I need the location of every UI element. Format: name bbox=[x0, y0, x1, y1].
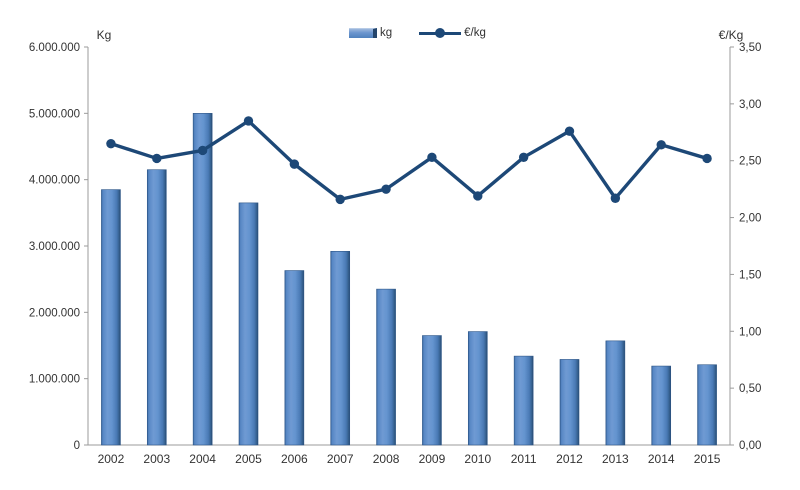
x-axis-label-2004: 2004 bbox=[189, 452, 216, 466]
legend-label-eur-kg: €/kg bbox=[464, 27, 486, 39]
x-axis-label-2013: 2013 bbox=[602, 452, 629, 466]
legend-item-eur-kg: €/kg bbox=[419, 27, 486, 39]
right-axis-title: €/Kg bbox=[718, 28, 744, 42]
bar-2012 bbox=[559, 359, 580, 446]
bar-2005 bbox=[238, 202, 259, 446]
right-axis-label-2,00: 2,00 bbox=[739, 213, 761, 225]
line-marker-2007 bbox=[335, 194, 345, 205]
right-axis-label-0,50: 0,50 bbox=[739, 383, 761, 395]
line-marker-2012 bbox=[564, 126, 575, 136]
right-axis-label-3,00: 3,00 bbox=[739, 99, 761, 111]
line-marker-2015 bbox=[702, 153, 712, 164]
right-axis-label-1,50: 1,50 bbox=[739, 269, 761, 281]
left-axis-label-6.000.000: 6.000.000 bbox=[29, 42, 80, 54]
right-axis-label-2,50: 2,50 bbox=[739, 156, 761, 168]
bar-swatch-icon bbox=[349, 28, 377, 38]
right-axis-label-1,00: 1,00 bbox=[739, 326, 761, 338]
bar-2007 bbox=[330, 251, 351, 446]
x-axis-label-2008: 2008 bbox=[373, 452, 400, 466]
right-axis-label-0,00: 0,00 bbox=[739, 440, 761, 452]
legend-item-kg: kg bbox=[349, 27, 392, 39]
line-marker-2002 bbox=[106, 138, 116, 149]
left-axis-label-0: 0 bbox=[74, 440, 80, 452]
left-axis-label-2.000.000: 2.000.000 bbox=[29, 307, 80, 319]
left-axis-label-3.000.000: 3.000.000 bbox=[29, 241, 80, 253]
bar-2006 bbox=[284, 270, 305, 446]
bar-2011 bbox=[513, 355, 534, 446]
x-axis-label-2006: 2006 bbox=[281, 452, 308, 466]
line-marker-2010 bbox=[473, 191, 483, 201]
left-axis-title: Kg bbox=[96, 28, 112, 42]
left-axis-label-1.000.000: 1.000.000 bbox=[29, 374, 80, 386]
legend: kg €/kg bbox=[349, 27, 486, 39]
eur-per-kg-line bbox=[109, 119, 709, 202]
left-axis-label-4.000.000: 4.000.000 bbox=[29, 175, 80, 187]
bar-2015 bbox=[697, 364, 717, 446]
x-axis-label-2003: 2003 bbox=[143, 452, 170, 466]
line-marker-2003 bbox=[152, 153, 162, 164]
x-axis-label-2015: 2015 bbox=[694, 452, 721, 466]
bar-2009 bbox=[422, 335, 442, 446]
bar-2010 bbox=[467, 331, 488, 446]
bar-2008 bbox=[376, 288, 396, 446]
x-axis-label-2009: 2009 bbox=[419, 452, 446, 466]
x-axis-label-2012: 2012 bbox=[556, 452, 583, 466]
x-axis-label-2010: 2010 bbox=[464, 452, 491, 466]
line-marker-2013 bbox=[610, 193, 621, 203]
line-marker-2006 bbox=[289, 159, 300, 169]
bar-2014 bbox=[651, 365, 672, 446]
line-marker-2008 bbox=[381, 184, 391, 194]
x-axis-label-2011: 2011 bbox=[511, 452, 537, 466]
bar-2004 bbox=[192, 113, 213, 446]
line-marker-icon bbox=[419, 28, 462, 38]
bar-2013 bbox=[605, 340, 626, 446]
line-marker-2014 bbox=[656, 140, 666, 150]
x-axis-label-2005: 2005 bbox=[235, 452, 262, 466]
x-axis-label-2007: 2007 bbox=[327, 452, 354, 466]
x-axis-label-2014: 2014 bbox=[648, 452, 675, 466]
line-marker-2004 bbox=[197, 145, 208, 156]
legend-label-kg: kg bbox=[380, 27, 393, 39]
bar-2002 bbox=[101, 189, 121, 446]
right-axis-label-3,50: 3,50 bbox=[739, 42, 761, 54]
x-axis-label-2002: 2002 bbox=[98, 452, 125, 466]
line-marker-2009 bbox=[427, 152, 437, 163]
bar-2003 bbox=[146, 169, 167, 446]
left-axis-label-5.000.000: 5.000.000 bbox=[29, 108, 80, 120]
line-marker-2005 bbox=[243, 116, 254, 126]
line-marker-2011 bbox=[518, 152, 529, 163]
